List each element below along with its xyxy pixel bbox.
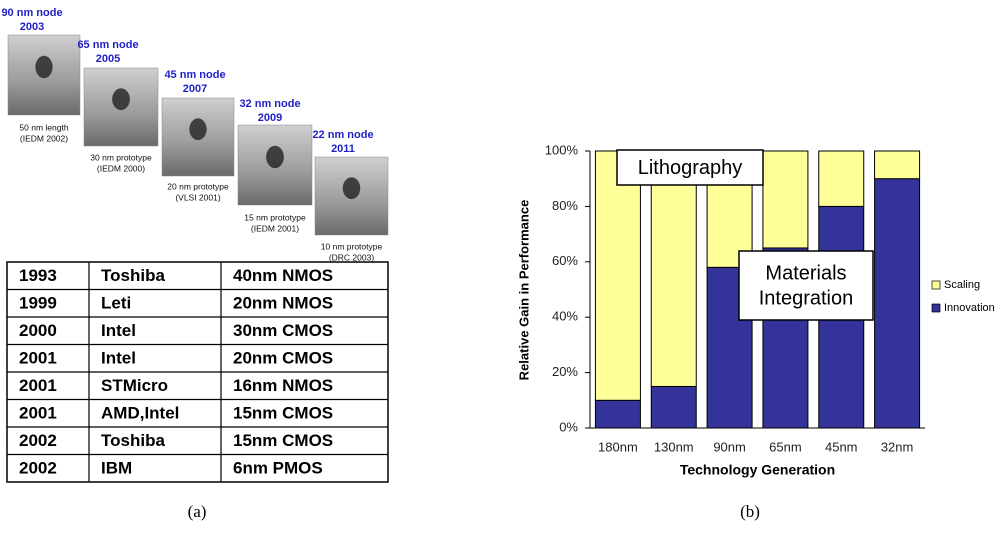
bar-segment (594, 150, 641, 401)
y-tick-label: 100% (545, 142, 579, 157)
legend-swatch (931, 303, 941, 313)
table-cell: 15nm CMOS (233, 431, 333, 450)
table-cell: STMicro (101, 376, 168, 395)
node-year: 2003 (20, 21, 44, 33)
table-cell: 2000 (19, 321, 57, 340)
node-label: 22 nm node (312, 129, 373, 141)
x-tick-label: 45nm (825, 439, 858, 454)
node-label: 45 nm node (164, 69, 225, 81)
bar-segment (650, 150, 697, 387)
table-cell: 2002 (19, 459, 57, 478)
gate-shape (342, 177, 361, 200)
annotation-text: Lithography (638, 157, 743, 179)
node-year: 2011 (331, 143, 355, 155)
gate-shape (266, 145, 284, 169)
table-cell: Toshiba (101, 431, 165, 450)
table-cell: Leti (101, 294, 131, 313)
table-cell: 15nm CMOS (233, 404, 333, 423)
x-tick-label: 90nm (713, 439, 746, 454)
y-tick-label: 60% (552, 253, 578, 268)
node-caption: (IEDM 2001) (251, 223, 299, 233)
table-cell: 1993 (19, 266, 57, 285)
table-cell: 2002 (19, 431, 57, 450)
node-caption: 15 nm prototype (244, 212, 306, 222)
x-tick-label: 130nm (654, 439, 694, 454)
gate-shape (112, 88, 130, 111)
legend-label: Innovation (944, 302, 995, 314)
node-caption: 20 nm prototype (167, 181, 229, 191)
table-cell: 20nm NMOS (233, 294, 333, 313)
node-year: 2009 (258, 112, 282, 124)
y-tick-label: 20% (552, 364, 578, 379)
table-cell: 40nm NMOS (233, 266, 333, 285)
bar-segment (818, 150, 865, 207)
node-label: 65 nm node (77, 39, 138, 51)
node-caption: (VLSI 2001) (175, 192, 221, 202)
bar-segment (650, 385, 697, 429)
y-tick-label: 80% (552, 198, 578, 213)
table-cell: 2001 (19, 349, 57, 368)
table-cell: Intel (101, 349, 136, 368)
table-cell: 20nm CMOS (233, 349, 333, 368)
table-cell: 16nm NMOS (233, 376, 333, 395)
x-tick-label: 65nm (769, 439, 802, 454)
table-cell: AMD,Intel (101, 404, 179, 423)
node-caption: 10 nm prototype (321, 241, 383, 251)
table-cell: Toshiba (101, 266, 165, 285)
table-cell: 1999 (19, 294, 57, 313)
y-tick-label: 40% (552, 309, 578, 324)
node-label: 32 nm node (239, 98, 300, 110)
node-year: 2005 (96, 53, 120, 65)
annotation-text: Materials (765, 262, 846, 284)
y-axis-label: Relative Gain in Performance (516, 200, 531, 381)
table-cell: Intel (101, 321, 136, 340)
annotation-box (616, 149, 764, 186)
node-label: 90 nm node (1, 7, 62, 19)
node-caption: (IEDM 2002) (20, 133, 68, 143)
bar-segment (874, 150, 921, 180)
legend-swatch (931, 280, 941, 290)
legend-label: Scaling (944, 279, 980, 291)
node-year: 2007 (183, 83, 207, 95)
y-tick-label: 0% (559, 419, 578, 434)
gate-shape (35, 55, 53, 79)
caption-b: (b) (740, 502, 760, 521)
gate-shape (189, 118, 207, 141)
bar-segment (594, 399, 641, 429)
x-tick-label: 180nm (598, 439, 638, 454)
x-axis-label: Technology Generation (680, 462, 835, 478)
node-caption: (IEDM 2000) (97, 163, 145, 173)
x-tick-label: 32nm (881, 439, 914, 454)
bar-segment (874, 178, 921, 429)
bar-segment (762, 150, 809, 249)
annotation-text: Integration (759, 287, 854, 309)
table-cell: 30nm CMOS (233, 321, 333, 340)
table-cell: IBM (101, 459, 132, 478)
annotation-box (738, 250, 874, 321)
node-caption: 30 nm prototype (90, 152, 152, 162)
node-caption: (DRC 2003) (329, 252, 375, 262)
table-cell: 2001 (19, 404, 57, 423)
node-caption: 50 nm length (19, 122, 68, 132)
table-cell: 6nm PMOS (233, 459, 323, 478)
caption-a: (a) (188, 502, 207, 521)
table-cell: 2001 (19, 376, 57, 395)
